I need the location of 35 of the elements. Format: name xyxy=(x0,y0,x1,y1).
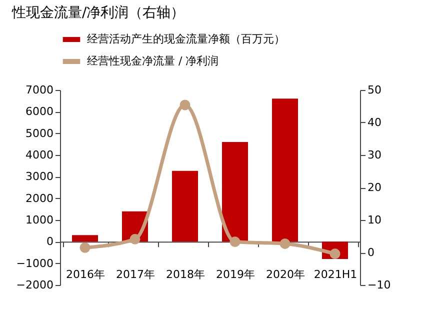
legend-label: 经营性现金净流量 / 净利润 xyxy=(87,54,219,68)
point xyxy=(230,236,240,248)
x-tick-label: 2017年 xyxy=(116,268,155,282)
bar xyxy=(72,235,98,242)
y-tick-label: 7000 xyxy=(26,84,54,96)
y-tick-label: 1000 xyxy=(26,214,54,226)
y2-tick-label: −10 xyxy=(368,278,391,292)
point xyxy=(280,238,290,249)
bar xyxy=(272,98,298,242)
bar xyxy=(222,142,248,242)
point xyxy=(80,242,90,253)
y-tick-label: 4000 xyxy=(26,148,54,162)
x-tick-label: 2018年 xyxy=(166,268,205,282)
point xyxy=(180,100,190,110)
y-tick-label: 6000 xyxy=(26,105,54,118)
y2-tick-label: 20 xyxy=(368,181,382,194)
y-tick-label: −2000 xyxy=(16,278,54,292)
y2-tick-label: 30 xyxy=(368,148,382,162)
y-tick-label: 0 xyxy=(46,235,54,248)
y-tick-label: 3000 xyxy=(26,170,54,184)
x-tick-label: 2021H1 xyxy=(314,268,358,282)
x-tick-label: 2020年 xyxy=(266,268,305,282)
point xyxy=(130,234,140,244)
y-tick-label: 2000 xyxy=(26,192,54,205)
x-tick-label: 2019年 xyxy=(216,268,255,282)
y2-tick-label: 10 xyxy=(368,214,382,226)
x-tick-label: 2016年 xyxy=(66,268,105,282)
y2-tick-label: 50 xyxy=(368,84,382,96)
legend-label: 经营活动产生的现金流量净额（百万元） xyxy=(87,32,285,46)
chart-title: 性现金流量/净利润（右轴） xyxy=(11,5,185,21)
y-tick-label: 5000 xyxy=(26,126,54,140)
y-tick-label: −1000 xyxy=(16,256,54,270)
y2-tick-label: 0 xyxy=(368,246,374,259)
bar xyxy=(172,170,198,242)
y2-tick-label: 40 xyxy=(368,116,382,129)
